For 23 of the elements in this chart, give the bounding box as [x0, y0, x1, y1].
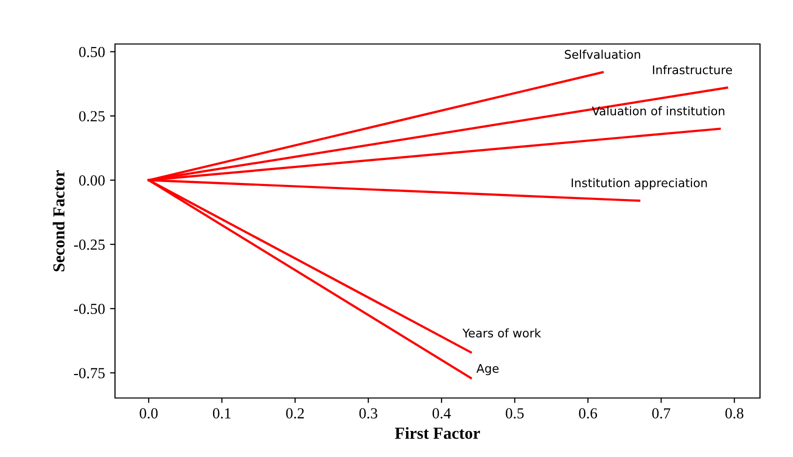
x-tick-label: 0.5 — [506, 408, 524, 419]
y-tick-label: -0.25 — [74, 240, 105, 250]
y-tick-label: -0.50 — [74, 304, 105, 314]
series-label: Infrastructure — [652, 65, 732, 74]
x-tick-label: 0.2 — [286, 408, 304, 419]
x-tick-label: 0.4 — [432, 408, 451, 419]
x-tick-label: 0.7 — [652, 408, 670, 419]
y-axis-title: Second Factor — [52, 170, 65, 272]
series-label: Selfvaluation — [564, 50, 640, 59]
y-tick-label: 0.50 — [79, 46, 105, 58]
y-tick-label: 0.00 — [79, 175, 105, 186]
x-tick-label: 0.1 — [212, 408, 231, 419]
series-label: Age — [476, 364, 499, 376]
x-tick-label: 0.8 — [725, 408, 744, 419]
y-tick-label: 0.25 — [79, 111, 105, 122]
series-label: Institution appreciation — [572, 178, 707, 190]
series-label: Valuation of institution — [592, 106, 724, 116]
x-axis-title: First Factor — [394, 427, 480, 439]
x-tick-label: 0.0 — [140, 408, 158, 419]
x-tick-label: 0.6 — [578, 408, 598, 419]
series-label: Years of work — [462, 328, 542, 338]
x-tick-label: 0.3 — [359, 408, 378, 419]
y-tick-label: -0.75 — [74, 368, 105, 378]
